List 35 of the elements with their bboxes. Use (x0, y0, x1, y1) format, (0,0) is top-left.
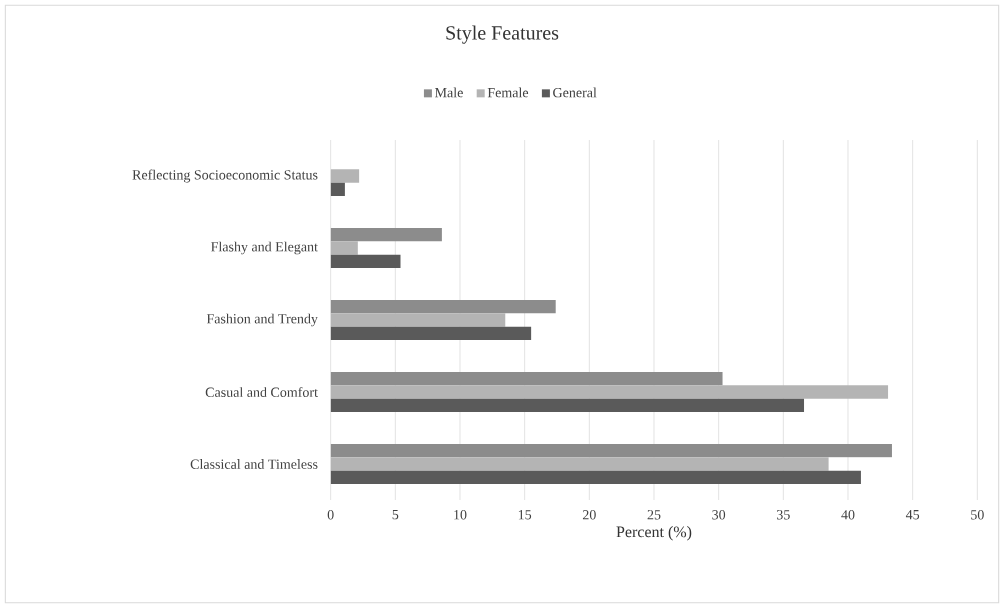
y-tick-label: Classical and Timeless (190, 459, 318, 469)
bar (330, 182, 345, 197)
legend-label: Female (487, 87, 529, 98)
bar (330, 372, 723, 386)
bar (330, 228, 442, 242)
chart-title: Style Features (446, 25, 559, 44)
legend-label: Male (434, 87, 463, 98)
bar (330, 300, 556, 314)
bar (330, 444, 892, 458)
y-tick-label: Flashy and Elegant (211, 241, 318, 255)
x-tick-label: 40 (841, 510, 855, 520)
x-tick-label: 45 (905, 510, 920, 520)
x-tick-label: 15 (518, 510, 532, 520)
x-tick-label: 50 (971, 510, 984, 520)
bar (330, 241, 358, 255)
bar (330, 313, 506, 327)
bar (330, 398, 805, 412)
legend-label: General (553, 87, 597, 98)
bar (330, 169, 360, 183)
x-tick-label: 30 (712, 510, 726, 520)
x-tick-label: 20 (582, 510, 596, 520)
x-tick-label: 10 (454, 510, 467, 520)
x-tick-label: 35 (777, 510, 790, 520)
bar (330, 385, 889, 399)
y-tick-label: Fashion and Trendy (206, 313, 318, 327)
y-tick-label: Reflecting Socioeconomic Status (132, 169, 318, 183)
x-tick-label: 5 (392, 510, 399, 520)
bar (330, 457, 829, 471)
x-axis-title: Percent (%) (616, 525, 692, 541)
x-tick-label: 25 (647, 510, 661, 520)
x-tick-label: 0 (327, 510, 334, 520)
bar (330, 470, 861, 485)
bar (330, 326, 532, 341)
bar (330, 254, 401, 268)
y-tick-label: Casual and Comfort (205, 387, 318, 398)
